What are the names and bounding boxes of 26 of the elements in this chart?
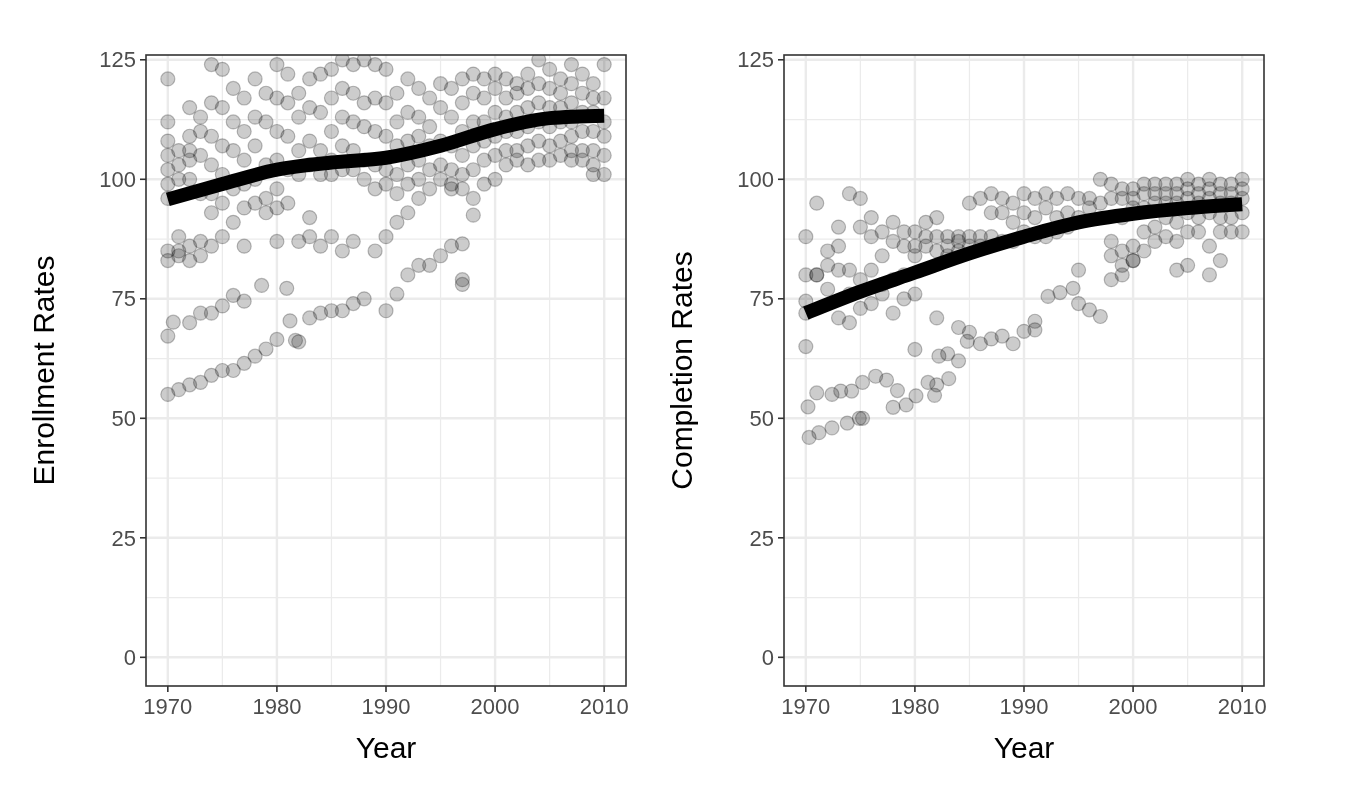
y-axis-title: Enrollment Rates [27, 255, 60, 486]
x-tick-label: 2010 [579, 694, 629, 719]
y-axis-title: Completion Rates [665, 251, 698, 490]
x-tick-label: 2000 [1108, 694, 1158, 719]
y-tick-label: 75 [749, 286, 774, 312]
x-tick-label: 1980 [890, 694, 940, 719]
x-axis-title: Year [993, 731, 1055, 764]
x-tick-label: 2010 [1217, 694, 1267, 719]
x-tick-label: 1970 [143, 694, 193, 719]
y-tick-label: 50 [111, 406, 136, 431]
y-tick-label: 0 [761, 645, 774, 671]
x-tick-label: 1980 [252, 694, 302, 719]
x-tick-label: 1970 [781, 694, 831, 719]
y-tick-label: 50 [749, 406, 774, 431]
y-tick-label: 125 [737, 47, 774, 73]
y-tick-label: 100 [99, 166, 136, 192]
x-axis-title: Year [355, 731, 417, 764]
y-tick-label: 25 [749, 525, 774, 551]
y-tick-label: 0 [123, 645, 136, 671]
y-tick-label: 100 [737, 166, 774, 192]
y-tick-label: 125 [99, 47, 136, 73]
y-tick-label: 75 [111, 286, 136, 312]
y-tick-label: 25 [111, 525, 136, 551]
x-tick-label: 1990 [361, 694, 411, 719]
x-tick-label: 2000 [470, 694, 520, 719]
x-tick-label: 1990 [999, 694, 1049, 719]
